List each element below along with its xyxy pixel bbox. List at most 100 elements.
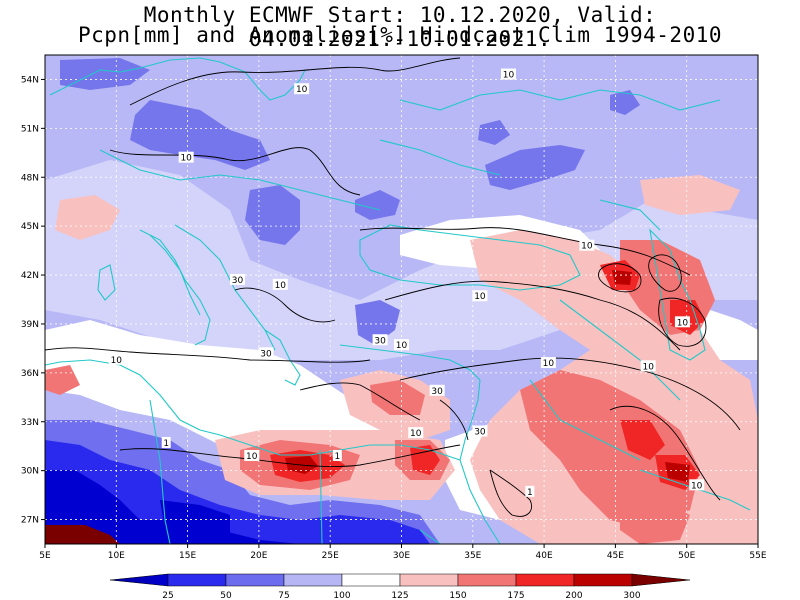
lon-tick-label: 40E — [536, 551, 553, 561]
contour-label-bg — [372, 334, 388, 346]
latitude-axis: 54N 51N 48N 45N 42N 39N 36N 33N 30N 27N — [21, 75, 45, 526]
anomaly-patch-red-1 — [520, 370, 700, 530]
anomaly-patch-blue-1 — [130, 100, 270, 170]
lat-tick-label: 27N — [21, 516, 39, 526]
anomaly-patch-blue-africa-4 — [160, 500, 230, 540]
anomaly-patch-red-6 — [370, 380, 425, 415]
contour-label-bg — [161, 436, 171, 448]
anomaly-patch-blue-7 — [355, 300, 400, 345]
map-title-line1: Monthly ECMWF Start: 10.12.2020, Valid: … — [143, 3, 657, 51]
contour-label: 10 — [474, 292, 486, 302]
anomaly-patch-blue-8 — [60, 58, 150, 90]
anomaly-patch-blue-africa-3 — [45, 470, 300, 544]
colorbar-swatch — [225, 573, 285, 587]
colorbar-label: 25 — [162, 591, 173, 600]
lon-tick-label: 30E — [393, 551, 410, 561]
lon-tick-label: 55E — [749, 551, 766, 561]
contour-label: 10 — [296, 85, 308, 95]
contour-label-bg — [178, 151, 194, 163]
contour-label-bg — [525, 485, 535, 497]
contour-label-bg — [244, 449, 260, 461]
lon-tick-label: 15E — [179, 551, 196, 561]
anomaly-patch-blue-3 — [485, 145, 585, 190]
anomaly-patch-blue-5 — [610, 90, 640, 115]
colorbar: 25 50 75 100 125 150 175 200 300 — [109, 573, 691, 600]
contour-label-bg — [674, 316, 690, 328]
colorbar-label: 300 — [623, 591, 640, 600]
contour-label-bg — [108, 353, 124, 365]
contour-label-bg — [472, 425, 488, 437]
lon-tick-label: 5E — [39, 551, 51, 561]
contour-label-bg — [258, 347, 274, 359]
contour-label: 1 — [334, 452, 340, 462]
graticule — [45, 55, 758, 544]
coastlines — [45, 57, 751, 544]
contour-label: 30 — [232, 276, 244, 286]
lon-tick-label: 10E — [108, 551, 125, 561]
contour-label: 10 — [396, 341, 408, 351]
colorbar-swatch — [167, 573, 227, 587]
lat-tick-label: 33N — [21, 418, 39, 428]
contour-label-bg — [689, 479, 705, 491]
anomaly-patch-pink-4 — [55, 195, 120, 240]
contour-label-bg — [230, 273, 246, 285]
lat-tick-label: 30N — [21, 467, 39, 477]
lon-tick-label: 25E — [322, 551, 339, 561]
contour-label-bg — [394, 339, 409, 351]
contour-label: 30 — [374, 336, 386, 346]
contour-label-bg — [579, 239, 595, 251]
colorbar-label: 125 — [391, 591, 408, 600]
colorbar-swatch — [399, 573, 459, 587]
anomaly-patch-pink-5 — [640, 175, 740, 215]
contour-label-bg — [408, 427, 424, 439]
colorbar-low-arrow — [109, 573, 169, 587]
contour-label: 30 — [260, 349, 272, 359]
map-title-line2: Pcpn[mm] and Anomalies[%] Hindcast Clim … — [77, 23, 722, 47]
colorbar-swatch — [341, 573, 401, 587]
contour-label-bg — [472, 290, 488, 302]
contour-label: 10 — [410, 429, 422, 439]
colorbar-swatch — [573, 573, 633, 587]
contour-label: 10 — [543, 359, 555, 369]
anomaly-patch-darkred-3 — [665, 462, 690, 482]
map-field-layer — [45, 55, 758, 544]
anomaly-patch-blue-4 — [478, 120, 510, 145]
lon-tick-label: 35E — [464, 551, 481, 561]
anomaly-patch-darkred-4 — [45, 525, 120, 544]
lat-tick-label: 36N — [21, 369, 39, 379]
contour-label-bg — [429, 384, 445, 396]
contour-label: 10 — [642, 362, 654, 372]
lat-tick-label: 42N — [21, 271, 39, 281]
anomaly-patch-blue-6 — [355, 190, 400, 220]
lat-tick-label: 48N — [21, 173, 39, 183]
anomaly-patch-red-7 — [620, 500, 690, 544]
contour-label: 10 — [581, 242, 593, 252]
contour-label: 10 — [111, 356, 123, 366]
contour-label-bg — [332, 449, 342, 461]
contour-label-bg — [500, 68, 516, 80]
contour-labels: 10 10 10 10 30 10 10 10 10 30 30 10 10 10 30 10 30 1 10 1 1 1… — [108, 68, 705, 498]
colorbar-swatch — [283, 573, 343, 587]
lat-tick-label: 45N — [21, 222, 39, 232]
anomaly-patch-darkred-2 — [612, 270, 632, 285]
lat-tick-label: 54N — [21, 75, 39, 85]
lon-tick-label: 20E — [250, 551, 267, 561]
longitude-axis: 5E 10E 15E 20E 25E 30E 35E 40E 45E 50E 55E — [39, 544, 767, 561]
contour-label: 1 — [163, 439, 169, 449]
anomaly-patch-deepred-2 — [410, 445, 440, 475]
contour-label-bg — [294, 83, 310, 95]
colorbar-swatch — [457, 573, 517, 587]
colorbar-high-arrow — [631, 573, 691, 587]
contour-label-bg — [272, 278, 288, 290]
colorbar-label: 175 — [507, 591, 524, 600]
colorbar-label: 150 — [449, 591, 466, 600]
contour-label: 30 — [431, 387, 443, 397]
lon-tick-label: 50E — [678, 551, 695, 561]
contour-label: 10 — [180, 154, 192, 164]
colorbar-swatch — [515, 573, 575, 587]
contour-label: 10 — [275, 281, 287, 291]
anomaly-patch-deepred-5 — [620, 420, 665, 460]
lat-tick-label: 51N — [21, 124, 39, 134]
contour-label: 10 — [503, 71, 515, 81]
lat-tick-label: 39N — [21, 320, 39, 330]
